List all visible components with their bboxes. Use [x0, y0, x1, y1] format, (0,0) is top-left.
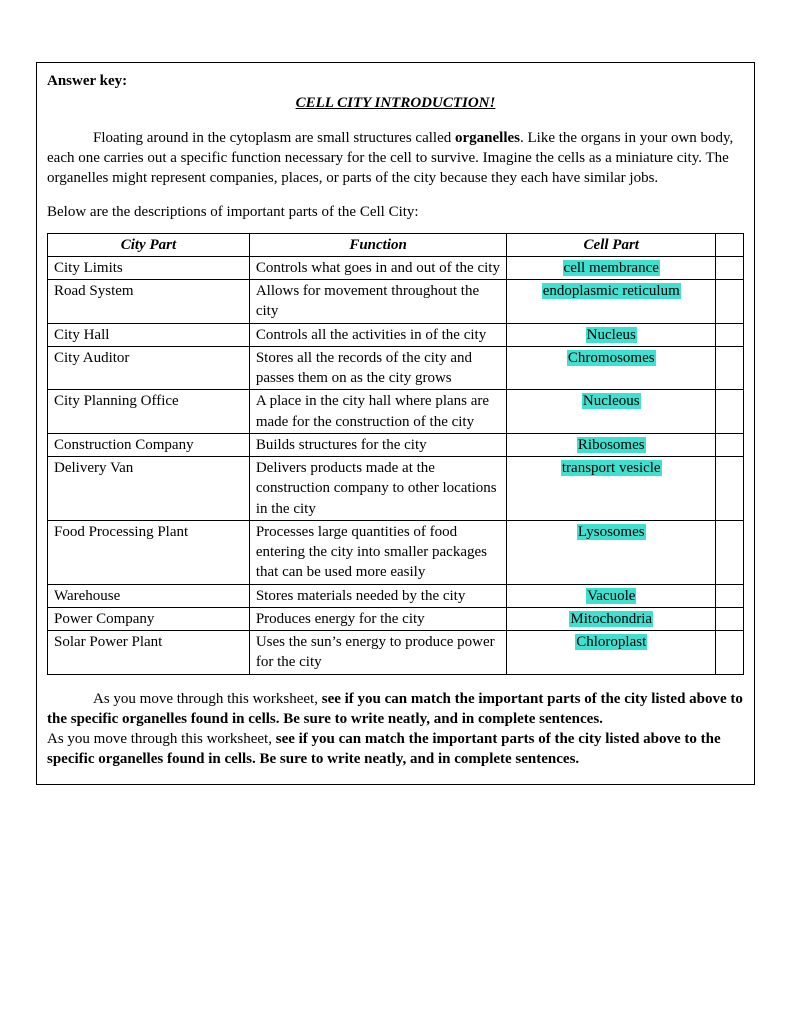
th-city-part: City Part — [48, 233, 250, 256]
th-function: Function — [249, 233, 507, 256]
highlighted-answer: cell membrance — [563, 260, 660, 276]
table-header-row: City Part Function Cell Part — [48, 233, 744, 256]
highlighted-answer: Lysosomes — [577, 524, 646, 540]
cell-blank — [716, 323, 744, 346]
highlighted-answer: Mitochondria — [569, 611, 653, 627]
cell-city-part: Power Company — [48, 607, 250, 630]
cell-function: Produces energy for the city — [249, 607, 507, 630]
intro-text-1: Floating around in the cytoplasm are sma… — [93, 130, 455, 146]
cell-city-table: City Part Function Cell Part City Limits… — [47, 233, 744, 675]
th-blank — [716, 233, 744, 256]
cell-function: Stores all the records of the city and p… — [249, 346, 507, 390]
cell-function: Uses the sun’s energy to produce power f… — [249, 631, 507, 675]
table-row: Construction CompanyBuilds structures fo… — [48, 433, 744, 456]
answer-key-label: Answer key: — [47, 71, 744, 91]
highlighted-answer: Vacuole — [586, 588, 636, 604]
highlighted-answer: endoplasmic reticulum — [542, 283, 681, 299]
cell-cell-part: endoplasmic reticulum — [507, 280, 716, 324]
cell-city-part: Delivery Van — [48, 457, 250, 521]
intro-paragraph: Floating around in the cytoplasm are sma… — [47, 128, 744, 189]
cell-blank — [716, 584, 744, 607]
table-row: City HallControls all the activities in … — [48, 323, 744, 346]
cell-cell-part: transport vesicle — [507, 457, 716, 521]
cell-blank — [716, 457, 744, 521]
cell-function: Controls all the activities in of the ci… — [249, 323, 507, 346]
cell-cell-part: Nucleous — [507, 390, 716, 434]
table-row: Delivery VanDelivers products made at th… — [48, 457, 744, 521]
table-row: Solar Power PlantUses the sun’s energy t… — [48, 631, 744, 675]
worksheet-box: Answer key: CELL CITY INTRODUCTION! Floa… — [36, 62, 755, 785]
table-row: Food Processing PlantProcesses large qua… — [48, 520, 744, 584]
cell-function: Builds structures for the city — [249, 433, 507, 456]
cell-function: Processes large quantities of food enter… — [249, 520, 507, 584]
cell-function: Stores materials needed by the city — [249, 584, 507, 607]
th-cell-part: Cell Part — [507, 233, 716, 256]
closing-p2a: As you move through this worksheet, — [47, 731, 276, 747]
cell-cell-part: Chloroplast — [507, 631, 716, 675]
cell-blank — [716, 631, 744, 675]
below-text: Below are the descriptions of important … — [47, 202, 744, 222]
table-body: City LimitsControls what goes in and out… — [48, 256, 744, 674]
cell-blank — [716, 390, 744, 434]
cell-city-part: City Auditor — [48, 346, 250, 390]
table-row: WarehouseStores materials needed by the … — [48, 584, 744, 607]
table-row: Road SystemAllows for movement throughou… — [48, 280, 744, 324]
cell-function: A place in the city hall where plans are… — [249, 390, 507, 434]
table-row: City LimitsControls what goes in and out… — [48, 256, 744, 279]
cell-blank — [716, 346, 744, 390]
cell-city-part: Food Processing Plant — [48, 520, 250, 584]
highlighted-answer: transport vesicle — [561, 460, 662, 476]
cell-function: Allows for movement throughout the city — [249, 280, 507, 324]
cell-function: Controls what goes in and out of the cit… — [249, 256, 507, 279]
cell-blank — [716, 433, 744, 456]
cell-cell-part: Ribosomes — [507, 433, 716, 456]
cell-city-part: Warehouse — [48, 584, 250, 607]
cell-blank — [716, 280, 744, 324]
cell-blank — [716, 607, 744, 630]
cell-function: Delivers products made at the constructi… — [249, 457, 507, 521]
worksheet-title: CELL CITY INTRODUCTION! — [47, 93, 744, 113]
cell-cell-part: Lysosomes — [507, 520, 716, 584]
highlighted-answer: Nucleus — [586, 327, 637, 343]
closing-paragraphs: As you move through this worksheet, see … — [47, 689, 744, 770]
table-row: City Planning OfficeA place in the city … — [48, 390, 744, 434]
cell-city-part: Construction Company — [48, 433, 250, 456]
cell-city-part: Solar Power Plant — [48, 631, 250, 675]
highlighted-answer: Chloroplast — [575, 634, 647, 650]
intro-bold-organelles: organelles — [455, 130, 520, 146]
cell-blank — [716, 520, 744, 584]
table-row: City AuditorStores all the records of th… — [48, 346, 744, 390]
table-row: Power CompanyProduces energy for the cit… — [48, 607, 744, 630]
cell-city-part: City Hall — [48, 323, 250, 346]
highlighted-answer: Chromosomes — [567, 350, 656, 366]
closing-p2: As you move through this worksheet, see … — [47, 729, 744, 770]
closing-p1a: As you move through this worksheet, — [93, 691, 322, 707]
cell-cell-part: Nucleus — [507, 323, 716, 346]
cell-city-part: City Limits — [48, 256, 250, 279]
highlighted-answer: Nucleous — [582, 393, 641, 409]
cell-blank — [716, 256, 744, 279]
closing-p1: As you move through this worksheet, see … — [47, 689, 744, 730]
cell-cell-part: Vacuole — [507, 584, 716, 607]
cell-cell-part: Chromosomes — [507, 346, 716, 390]
highlighted-answer: Ribosomes — [577, 437, 646, 453]
cell-cell-part: cell membrance — [507, 256, 716, 279]
cell-city-part: Road System — [48, 280, 250, 324]
cell-cell-part: Mitochondria — [507, 607, 716, 630]
cell-city-part: City Planning Office — [48, 390, 250, 434]
